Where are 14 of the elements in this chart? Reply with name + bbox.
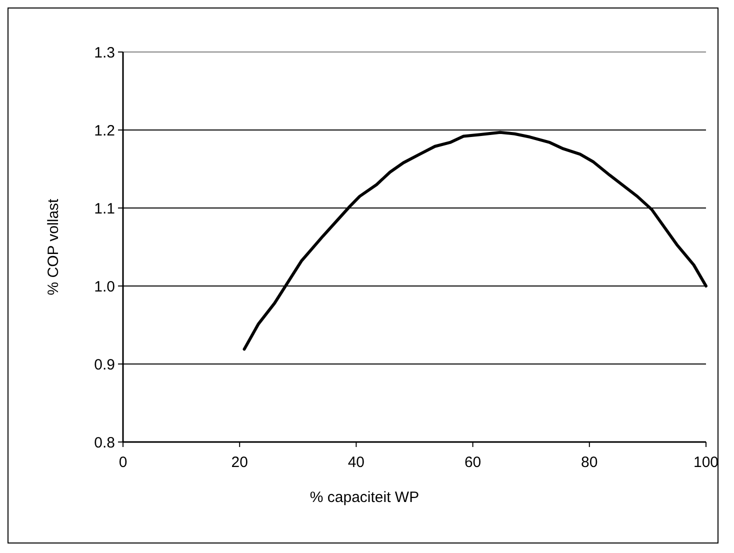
y-tick-label: 1.3 (94, 44, 115, 62)
y-axis-title: % COP vollast (45, 198, 62, 296)
x-tick-label: 60 (464, 454, 482, 471)
y-tick-label: 1.2 (94, 122, 115, 140)
x-tick-label: 100 (693, 454, 719, 471)
y-tick-label: 0.8 (94, 434, 115, 452)
x-tick-label: 80 (581, 454, 598, 471)
x-axis-title: % capaciteit WP (310, 489, 420, 506)
y-tick-label: 0.9 (94, 356, 115, 374)
x-tick-label: 0 (118, 454, 128, 471)
y-tick-label: 1.1 (94, 200, 115, 218)
x-tick-label: 20 (231, 454, 248, 471)
y-tick-label: 1.0 (94, 278, 115, 296)
x-tick-label: 40 (348, 454, 365, 471)
